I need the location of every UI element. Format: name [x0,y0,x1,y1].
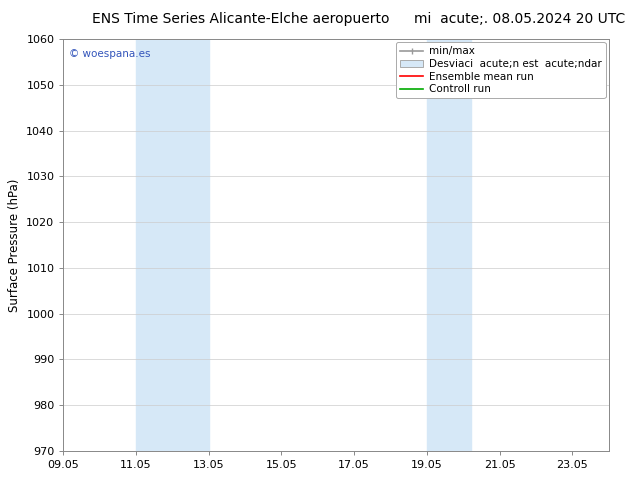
Bar [136,39,209,451]
Legend: min/max, Desviaci  acute;n est  acute;ndar, Ensemble mean run, Controll run: min/max, Desviaci acute;n est acute;ndar… [396,42,605,98]
Y-axis label: Surface Pressure (hPa): Surface Pressure (hPa) [8,178,21,312]
Bar [427,39,470,451]
Text: ENS Time Series Alicante-Elche aeropuerto: ENS Time Series Alicante-Elche aeropuert… [92,12,390,26]
Text: © woespana.es: © woespana.es [69,49,150,59]
Text: mi  acute;. 08.05.2024 20 UTC: mi acute;. 08.05.2024 20 UTC [414,12,626,26]
